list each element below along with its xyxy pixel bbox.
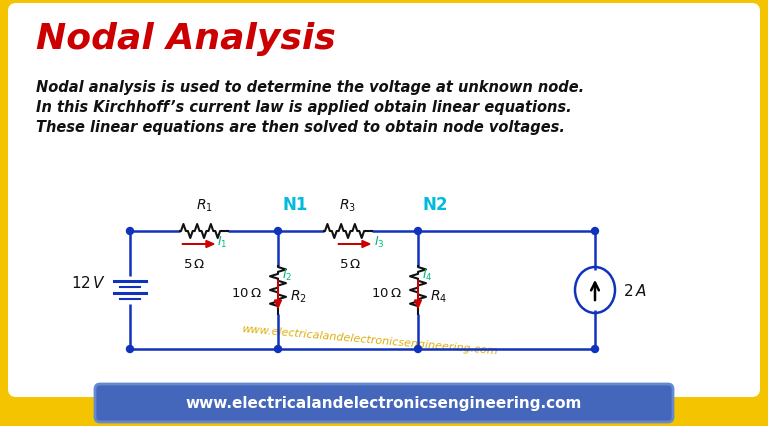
Circle shape	[274, 228, 282, 235]
Text: $R_1$: $R_1$	[196, 197, 213, 213]
Text: $I_1$: $I_1$	[217, 234, 227, 249]
Text: $2\,A$: $2\,A$	[623, 282, 647, 298]
Circle shape	[415, 228, 422, 235]
Text: $I_3$: $I_3$	[374, 234, 385, 249]
Text: In this Kirchhoff’s current law is applied obtain linear equations.: In this Kirchhoff’s current law is appli…	[36, 100, 571, 115]
Text: $R_2$: $R_2$	[290, 288, 307, 305]
Text: These linear equations are then solved to obtain node voltages.: These linear equations are then solved t…	[36, 120, 565, 135]
FancyArrow shape	[182, 241, 214, 248]
Text: $10\,\Omega$: $10\,\Omega$	[231, 287, 262, 300]
Text: N1: N1	[283, 196, 309, 213]
FancyBboxPatch shape	[8, 4, 760, 397]
Circle shape	[127, 228, 134, 235]
Text: $R_4$: $R_4$	[430, 288, 447, 305]
FancyArrow shape	[274, 280, 282, 308]
Circle shape	[415, 345, 422, 353]
Text: www.electricalandelectronicsengineering.com: www.electricalandelectronicsengineering.…	[186, 396, 582, 411]
Text: $12\,V$: $12\,V$	[71, 274, 106, 290]
Text: Nodal Analysis: Nodal Analysis	[36, 22, 336, 56]
FancyArrow shape	[415, 280, 422, 308]
Text: $R_3$: $R_3$	[339, 197, 356, 213]
Circle shape	[591, 345, 598, 353]
FancyArrow shape	[338, 241, 370, 248]
Text: Nodal analysis is used to determine the voltage at unknown node.: Nodal analysis is used to determine the …	[36, 80, 584, 95]
Circle shape	[591, 228, 598, 235]
Circle shape	[274, 345, 282, 353]
Text: $I_4$: $I_4$	[422, 267, 432, 282]
Text: $10\,\Omega$: $10\,\Omega$	[372, 287, 402, 300]
FancyBboxPatch shape	[95, 384, 673, 422]
Text: $I_2$: $I_2$	[282, 267, 293, 282]
Circle shape	[127, 345, 134, 353]
Text: N2: N2	[423, 196, 449, 213]
Text: $5\,\Omega$: $5\,\Omega$	[339, 257, 361, 271]
Text: $5\,\Omega$: $5\,\Omega$	[183, 257, 205, 271]
Text: www.electricalandelectronicsengineering.com: www.electricalandelectronicsengineering.…	[241, 323, 498, 355]
